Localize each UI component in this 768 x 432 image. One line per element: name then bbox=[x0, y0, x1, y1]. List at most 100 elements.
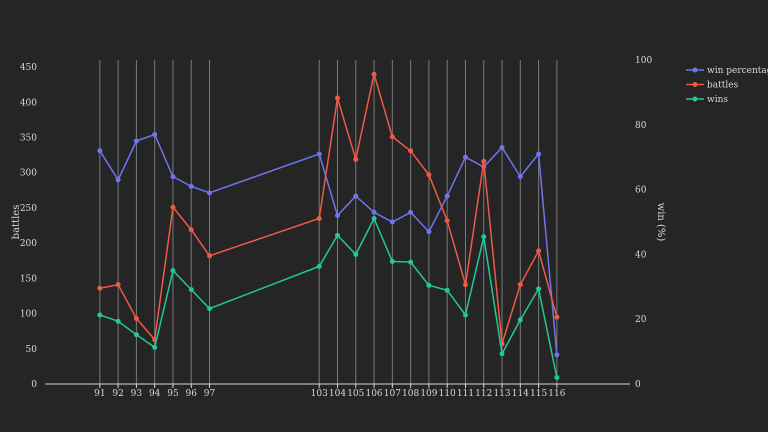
data-point-wins bbox=[316, 263, 322, 269]
x-tick-label: 108 bbox=[402, 389, 419, 399]
data-point-battles bbox=[97, 285, 103, 291]
data-point-win-percentage bbox=[353, 193, 359, 199]
data-point-win-percentage bbox=[371, 209, 377, 215]
x-tick-label: 104 bbox=[329, 389, 346, 399]
x-tick-labels: 91 92 93 94 95 96 97 103 104 105 106 107 108 109 110 11… bbox=[94, 384, 566, 399]
x-tick-label: 110 bbox=[439, 389, 456, 399]
y-right-axis-title: win (%) bbox=[655, 203, 666, 242]
data-point-battles bbox=[188, 227, 194, 233]
legend-label: battles bbox=[707, 81, 739, 91]
y-left-tick-label: 200 bbox=[20, 239, 37, 249]
series-line-battles bbox=[99, 73, 558, 345]
x-tick-label: 114 bbox=[512, 389, 529, 399]
data-point-win-percentage bbox=[170, 174, 176, 180]
legend-item-battles: battles bbox=[686, 81, 739, 91]
data-point-win-percentage bbox=[554, 352, 560, 358]
data-point-battles bbox=[133, 315, 139, 321]
y-left-tick-label: 0 bbox=[31, 380, 37, 390]
data-point-wins bbox=[170, 268, 176, 274]
data-point-win-percentage bbox=[426, 229, 432, 235]
data-point-win-percentage bbox=[462, 154, 468, 160]
data-point-win-percentage bbox=[133, 138, 139, 144]
data-point-battles bbox=[170, 204, 176, 210]
data-point-battles bbox=[316, 215, 322, 221]
x-tick-label: 95 bbox=[167, 389, 179, 399]
data-point-battles bbox=[408, 148, 414, 154]
data-point-battles bbox=[335, 95, 340, 101]
x-tick-label: 107 bbox=[384, 389, 401, 399]
data-point-win-percentage bbox=[408, 209, 414, 215]
data-point-win-percentage bbox=[97, 148, 103, 154]
x-tick-label: 93 bbox=[131, 389, 143, 399]
data-point-battles bbox=[371, 71, 377, 77]
x-tick-label: 111 bbox=[457, 389, 474, 399]
y-right-tick-labels: 0 20 40 60 80 100 bbox=[635, 56, 652, 390]
data-point-battles bbox=[389, 134, 395, 140]
x-tick-label: 109 bbox=[420, 389, 437, 399]
data-point-wins bbox=[536, 286, 542, 292]
data-point-win-percentage bbox=[517, 174, 523, 180]
legend-label: wins bbox=[707, 95, 728, 105]
legend-item-win-percentage: win percentage bbox=[686, 66, 768, 76]
series-group bbox=[97, 71, 560, 381]
data-point-wins bbox=[389, 258, 395, 264]
data-point-wins bbox=[353, 251, 359, 257]
data-point-battles bbox=[536, 248, 542, 254]
x-tick-label: 103 bbox=[311, 389, 328, 399]
data-point-battles bbox=[115, 282, 121, 288]
data-point-battles bbox=[462, 282, 468, 288]
data-point-win-percentage bbox=[152, 132, 158, 138]
data-point-wins bbox=[115, 318, 121, 324]
legend-item-wins: wins bbox=[686, 95, 728, 105]
legend: win percentage battles wins bbox=[686, 66, 768, 105]
data-point-wins bbox=[408, 259, 414, 265]
data-point-wins bbox=[554, 375, 560, 381]
data-point-battles bbox=[481, 158, 487, 164]
y-left-axis-title: battles bbox=[11, 205, 22, 240]
y-right-tick-label: 0 bbox=[635, 380, 641, 390]
x-tick-label: 96 bbox=[186, 389, 198, 399]
legend-label: win percentage bbox=[707, 66, 768, 76]
y-left-tick-label: 100 bbox=[20, 310, 37, 320]
data-point-wins bbox=[188, 287, 194, 293]
y-left-tick-label: 400 bbox=[20, 98, 37, 108]
data-point-battles bbox=[517, 282, 523, 288]
x-tick-label: 106 bbox=[365, 389, 382, 399]
data-point-battles bbox=[426, 172, 432, 178]
x-tick-label: 92 bbox=[112, 389, 123, 399]
data-point-win-percentage bbox=[444, 193, 450, 199]
data-point-wins bbox=[499, 351, 505, 357]
data-point-battles bbox=[207, 253, 213, 259]
data-point-win-percentage bbox=[115, 177, 121, 183]
y-right-tick-label: 100 bbox=[635, 56, 652, 66]
data-point-battles bbox=[444, 218, 450, 224]
x-tick-label: 91 bbox=[94, 389, 105, 399]
y-right-tick-label: 40 bbox=[635, 250, 647, 260]
data-point-wins bbox=[335, 232, 340, 238]
y-left-tick-labels: 0 50 100 150 200 250 300 350 400 450 bbox=[20, 63, 37, 390]
data-point-wins bbox=[462, 312, 468, 318]
data-point-win-percentage bbox=[536, 151, 542, 157]
legend-swatch-marker bbox=[692, 82, 698, 87]
data-point-wins bbox=[517, 317, 523, 323]
x-tick-label: 113 bbox=[493, 389, 510, 399]
data-point-wins bbox=[97, 312, 103, 318]
y-left-tick-label: 250 bbox=[20, 204, 37, 214]
data-point-win-percentage bbox=[499, 144, 505, 150]
x-tick-label: 94 bbox=[149, 389, 161, 399]
data-point-battles bbox=[353, 156, 359, 162]
data-point-win-percentage bbox=[316, 151, 322, 157]
y-left-tick-label: 50 bbox=[26, 345, 38, 355]
y-left-tick-label: 450 bbox=[20, 63, 37, 73]
data-point-wins bbox=[444, 287, 450, 293]
data-point-win-percentage bbox=[389, 219, 395, 225]
x-tick-label: 116 bbox=[548, 389, 565, 399]
y-left-tick-label: 300 bbox=[20, 169, 37, 179]
data-point-wins bbox=[481, 234, 487, 240]
data-point-battles bbox=[554, 314, 560, 320]
y-left-tick-label: 150 bbox=[20, 274, 37, 284]
data-point-wins bbox=[371, 215, 377, 221]
data-point-wins bbox=[207, 306, 213, 312]
data-point-win-percentage bbox=[207, 190, 213, 196]
